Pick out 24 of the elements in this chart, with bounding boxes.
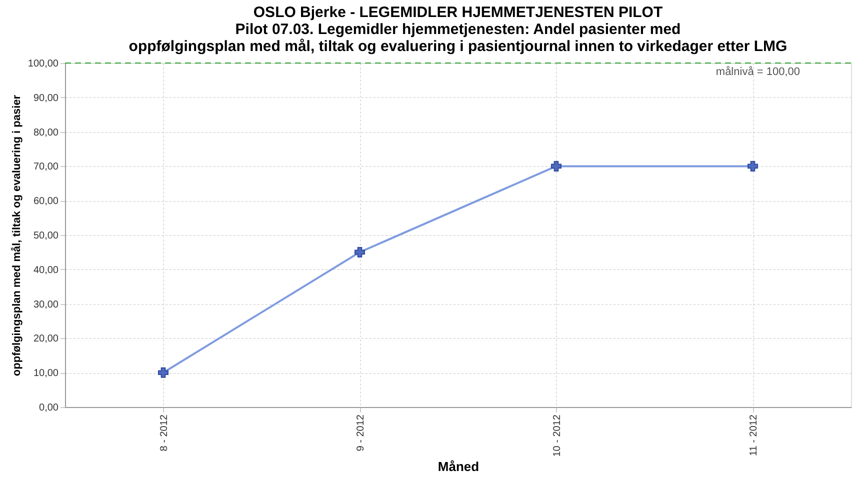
y-tick-label: 10,00: [33, 368, 59, 380]
point: [748, 160, 758, 172]
y-tick-label: 40,00: [33, 264, 59, 276]
point: [158, 367, 168, 378]
x-tick-label: 11 - 2012: [748, 414, 760, 456]
y-tick-label: 60,00: [33, 196, 59, 208]
point: [551, 160, 562, 172]
y-tick-label: 0,00: [39, 402, 59, 414]
y-tick-label: 20,00: [33, 334, 59, 345]
chart-title: OSLO Bjerke - LEGEMIDLER HJEMMETJENESTEN PILOT: [253, 4, 663, 21]
point: [354, 246, 365, 258]
chart-subtitle: Pilot 07.03. Legemidler hjemmetjenesten: Andel pasienter med oppfølgingsplan med mål, tiltak og evaluering i pasientjournal innen to virkedager etter LMG: [128, 21, 788, 55]
ref-line-label: målnivå = 100,00: [716, 66, 800, 78]
x-tick-label: 8 - 2012: [158, 414, 170, 452]
y-axis-title: oppfølgingsplan med mål, tiltak og evaluering i pasier: [10, 94, 23, 376]
y-tick-label: 30,00: [33, 299, 59, 310]
y-tick-label: 100,00: [28, 58, 59, 70]
y-tick-label: 80,00: [33, 127, 59, 138]
y-tick-label: 50,00: [33, 230, 59, 242]
x-axis-title: Måned: [438, 458, 480, 474]
y-tick-label: 90,00: [33, 92, 59, 104]
x-tick-label: 9 - 2012: [355, 414, 366, 452]
x-tick-label: 10 - 2012: [552, 414, 563, 457]
y-tick-label: 70,00: [33, 162, 59, 173]
